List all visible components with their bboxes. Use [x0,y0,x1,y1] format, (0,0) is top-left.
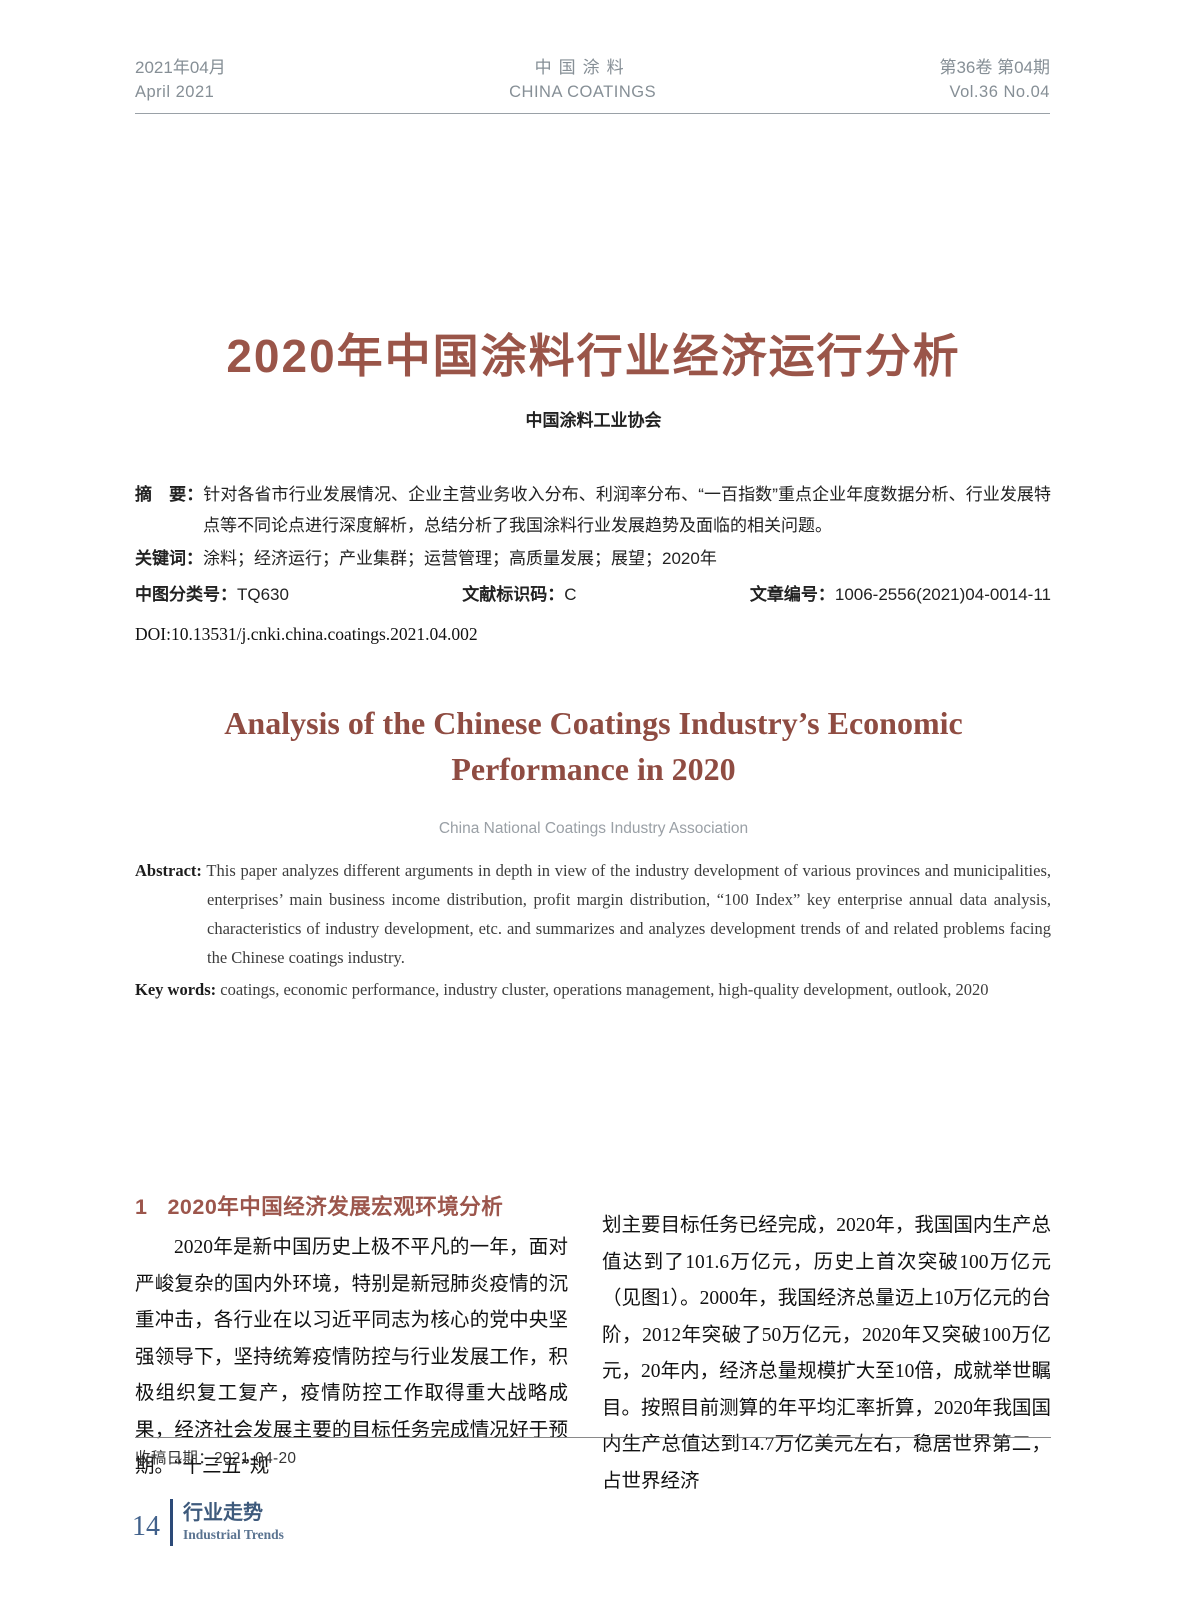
issue-date-en: April 2021 [135,83,215,101]
doc-code-item: 文献标识码：C [462,583,576,607]
header-journal-name: 中国涂料 CHINA COATINGS [509,55,656,105]
keywords-en: Key words: coatings, economic performanc… [135,975,1051,1004]
page-footer: 14 行业走势 Industrial Trends [132,1499,284,1546]
section-1-title: 2020年中国经济发展宏观环境分析 [167,1195,504,1219]
article-id-item: 文章编号：1006-2556(2021)04-0014-11 [750,583,1051,607]
page-number: 14 [132,1510,160,1542]
article-title-cn: 2020年中国涂料行业经济运行分析 [226,330,961,382]
keywords-label-cn: 关键词： [135,549,203,568]
keywords-text-cn: 涂料；经济运行；产业集群；运营管理；高质量发展；展望；2020年 [203,549,717,568]
volume-cn: 第36卷 第04期 [939,58,1050,77]
journal-name-en: CHINA COATINGS [509,83,657,101]
received-date-value: 2021-04-20 [214,1450,297,1467]
volume-en: Vol.36 No.04 [949,83,1050,101]
footer-column-cn: 行业走势 [183,1502,263,1524]
doc-code-label: 文献标识码： [462,585,565,604]
abstract-block-cn: 摘 要：针对各省市行业发展情况、企业主营业务收入分布、利润率分布、“一百指数”重… [135,479,1051,650]
doi: DOI:10.13531/j.cnki.china.coatings.2021.… [135,624,478,644]
body-column-left: 1 2020年中国经济发展宏观环境分析 2020年是新中国历史上极不平凡的一年，… [135,1192,568,1500]
keywords-label-en: Key words: [135,980,217,999]
received-date-label: 收稿日期： [135,1450,215,1467]
body-paragraph-left: 2020年是新中国历史上极不平凡的一年，面对严峻复杂的国内外环境，特别是新冠肺炎… [135,1237,568,1477]
abstract-label-cn: 摘 要： [135,485,204,504]
abstract-label-en: Abstract: [135,861,202,880]
article-body: 1 2020年中国经济发展宏观环境分析 2020年是新中国历史上极不平凡的一年，… [135,1192,1051,1500]
keywords-cn: 关键词：涂料；经济运行；产业集群；运营管理；高质量发展；展望；2020年 [135,543,1051,574]
section-1-heading: 1 2020年中国经济发展宏观环境分析 [135,1192,568,1222]
journal-header: 2021年04月 April 2021 中国涂料 CHINA COATINGS … [135,55,1050,114]
doc-code-value: C [564,585,577,604]
abstract-block-en: Abstract: This paper analyzes different … [135,856,1051,1004]
article-id-label: 文章编号： [749,585,835,604]
abstract-en: Abstract: This paper analyzes different … [135,856,1051,972]
article-id-value: 1006-2556(2021)04-0014-11 [834,585,1051,604]
footnote-divider [135,1437,1051,1438]
clc-item: 中图分类号：TQ630 [135,583,289,607]
article-author-en: China National Coatings Industry Associa… [438,820,749,837]
keywords-text-en: coatings, economic performance, industry… [220,980,989,999]
received-date: 收稿日期：2021-04-20 [135,1446,296,1468]
header-volume-info: 第36卷 第04期 Vol.36 No.04 [939,55,1050,105]
footer-column-name: 行业走势 Industrial Trends [183,1501,284,1544]
footer-divider-bar [170,1499,173,1546]
body-paragraph-right: 划主要目标任务已经完成，2020年，我国国内生产总值达到了101.6万亿元，历史… [602,1215,1051,1492]
abstract-cn: 摘 要：针对各省市行业发展情况、企业主营业务收入分布、利润率分布、“一百指数”重… [135,479,1051,541]
clc-label: 中图分类号： [135,585,237,604]
article-author-cn: 中国涂料工业协会 [525,411,662,430]
section-1-number: 1 [135,1195,148,1219]
journal-name-cn: 中国涂料 [534,58,631,77]
body-column-right: 划主要目标任务已经完成，2020年，我国国内生产总值达到了101.6万亿元，历史… [602,1192,1051,1500]
article-title-en: Analysis of the Chinese Coatings Industr… [224,705,963,787]
footer-column-en: Industrial Trends [183,1527,284,1542]
header-issue-date: 2021年04月 April 2021 [135,55,226,105]
issue-date-cn: 2021年04月 [135,58,226,77]
classification-row: 中图分类号：TQ630 文献标识码：C 文章编号：1006-2556(2021)… [135,583,1051,607]
abstract-text-cn: 针对各省市行业发展情况、企业主营业务收入分布、利润率分布、“一百指数”重点企业年… [203,485,1052,535]
clc-value: TQ630 [237,585,289,604]
abstract-text-en: This paper analyzes different arguments … [206,861,1052,967]
